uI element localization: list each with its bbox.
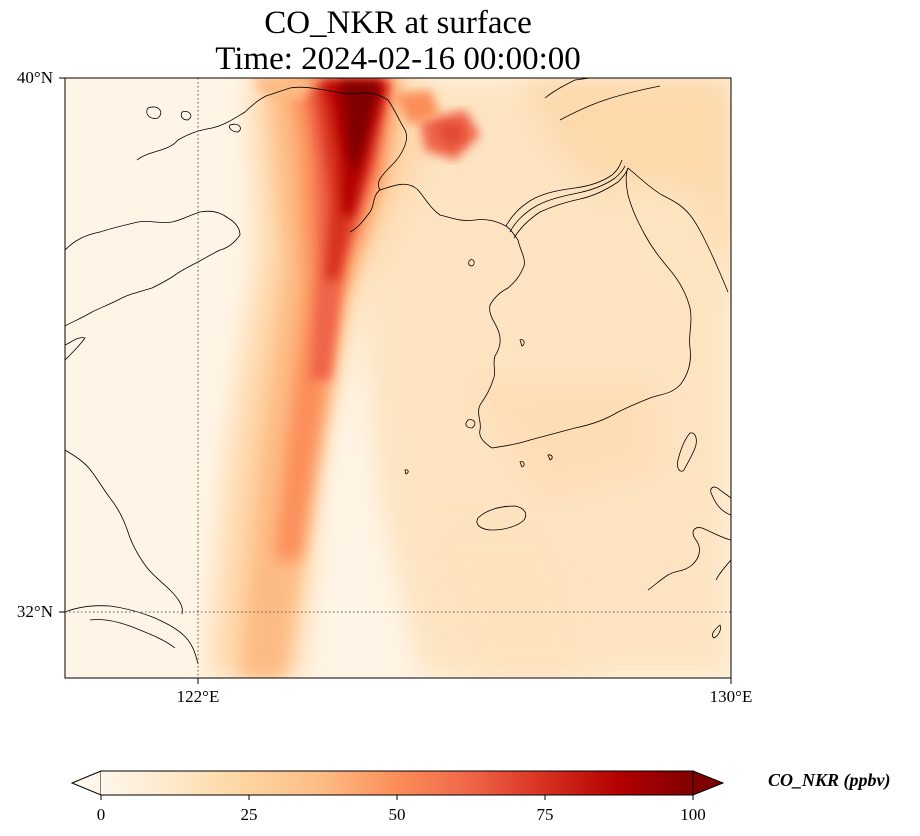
colorbar-tick-label: 25 xyxy=(240,805,258,824)
colorbar-tick-label: 100 xyxy=(680,805,706,824)
colorbar-tick-label: 0 xyxy=(96,805,106,824)
lon-label-122e: 122°E xyxy=(176,687,220,706)
colorbar-extend-max xyxy=(692,770,725,796)
colorbar-gradient xyxy=(101,771,693,795)
concentration-field xyxy=(65,78,731,678)
lon-label-130e: 130°E xyxy=(709,687,753,706)
colorbar-tick-label: 50 xyxy=(388,805,406,824)
gridlines xyxy=(65,78,731,678)
map-frame xyxy=(64,77,732,679)
map-title: CO_NKR at surface xyxy=(264,5,532,41)
colorbar-tick-label: 75 xyxy=(536,805,554,824)
lat-label-32n: 32°N xyxy=(16,602,53,621)
lat-label-40n: 40°N xyxy=(16,68,53,87)
colorbar xyxy=(70,770,725,800)
colorbar-label: CO_NKR (ppbv) xyxy=(768,770,891,790)
map-subtitle-time: Time: 2024-02-16 00:00:00 xyxy=(215,41,581,77)
coastlines xyxy=(65,78,731,665)
colorbar-extend-min xyxy=(70,770,102,796)
